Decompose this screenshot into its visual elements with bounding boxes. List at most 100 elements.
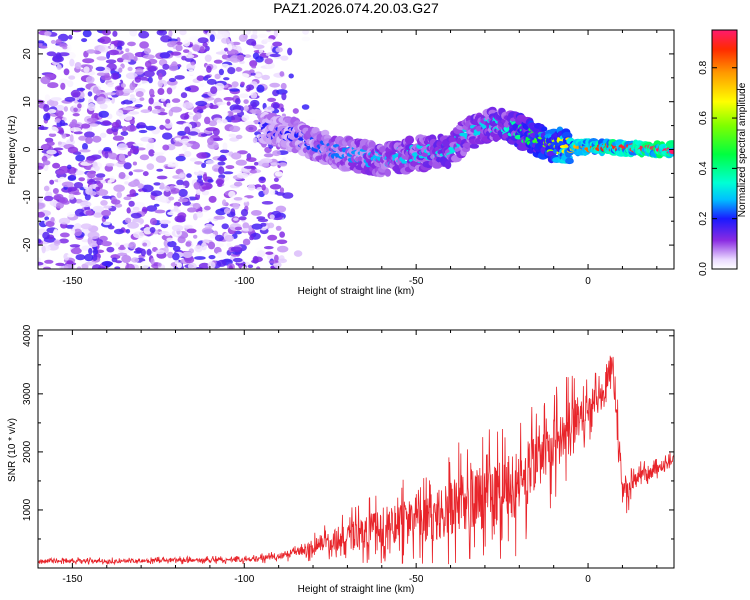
spectrogram-y-label: Frequency (Hz)	[7, 116, 18, 185]
noise-cell	[38, 211, 45, 218]
colorbar-tick-label: 0.2	[698, 211, 709, 225]
noise-cell	[120, 131, 129, 137]
noise-cell	[162, 132, 173, 140]
noise-cell	[217, 259, 227, 267]
y-tick-label: -20	[22, 237, 33, 252]
noise-cell	[69, 244, 81, 248]
noise-cell	[93, 177, 104, 181]
noise-cell	[123, 114, 133, 121]
noise-cell	[253, 256, 263, 263]
noise-cell	[168, 196, 175, 201]
noise-cell	[85, 137, 93, 144]
noise-cell	[76, 266, 82, 269]
noise-cell	[132, 161, 137, 166]
noise-cell	[122, 125, 128, 132]
noise-cell	[79, 149, 91, 153]
noise-cell	[167, 240, 177, 248]
noise-cell	[272, 103, 279, 109]
snr-frame	[37, 329, 675, 569]
noise-cell	[118, 172, 126, 179]
noise-cell	[201, 227, 213, 235]
noise-cell	[135, 68, 144, 75]
noise-cell	[195, 100, 208, 107]
noise-cell	[111, 80, 121, 84]
noise-cell	[281, 92, 287, 101]
noise-cell	[153, 152, 164, 156]
noise-cell	[122, 99, 134, 105]
noise-cell	[129, 82, 136, 91]
noise-cell	[104, 151, 109, 159]
noise-cell	[87, 91, 93, 97]
noise-cell	[87, 170, 96, 179]
noise-cell	[206, 78, 217, 85]
noise-cell	[187, 262, 197, 269]
noise-cell	[139, 41, 150, 49]
noise-cell	[115, 90, 124, 96]
snr-y-axis: 1000 2000 3000 4000	[22, 324, 674, 540]
noise-cell	[147, 76, 153, 84]
noise-cell	[199, 46, 205, 53]
noise-cell	[235, 67, 243, 72]
noise-cell	[61, 133, 67, 139]
noise-cell	[125, 72, 138, 80]
noise-cell	[60, 232, 70, 238]
noise-cell	[217, 254, 227, 259]
noise-cell	[40, 45, 48, 49]
noise-cell	[50, 97, 62, 102]
noise-cell	[235, 159, 247, 166]
noise-cell	[121, 255, 132, 263]
ridge-halo-cell	[368, 141, 376, 149]
noise-cell	[221, 54, 229, 60]
noise-cell	[207, 261, 216, 269]
noise-cell	[132, 98, 142, 104]
colorbar-frame	[711, 29, 738, 270]
noise-cell	[195, 188, 201, 196]
noise-cell	[133, 55, 138, 62]
noise-cell	[155, 155, 167, 163]
noise-cell	[43, 185, 50, 192]
noise-cell	[251, 101, 257, 110]
noise-cell	[201, 94, 210, 98]
noise-cell	[94, 165, 100, 172]
noise-cell	[222, 119, 228, 124]
noise-cell	[93, 212, 103, 218]
noise-cell	[224, 47, 229, 52]
noise-cell	[115, 260, 122, 264]
ridge-halo-cell	[565, 157, 574, 164]
noise-cell	[82, 30, 92, 38]
noise-cell	[68, 193, 75, 200]
noise-cell	[193, 164, 200, 173]
noise-cell	[232, 203, 240, 210]
noise-cell	[149, 217, 158, 226]
noise-cell	[229, 88, 240, 92]
noise-cell	[293, 250, 303, 257]
x-tick-label: -50	[409, 574, 424, 585]
noise-cell	[201, 162, 207, 168]
noise-cell	[234, 226, 243, 231]
noise-cell	[252, 44, 265, 50]
noise-cell	[217, 156, 228, 162]
noise-cell	[76, 87, 86, 91]
noise-cell	[222, 142, 228, 150]
noise-cell	[194, 161, 203, 165]
noise-cell	[134, 104, 143, 108]
noise-cell	[184, 57, 195, 62]
noise-cell	[130, 212, 142, 219]
noise-cell	[193, 182, 201, 190]
noise-cell	[56, 202, 64, 209]
noise-cell	[151, 109, 161, 114]
colorbar-gradient	[712, 30, 737, 269]
noise-cell	[123, 196, 132, 201]
noise-cell	[121, 249, 132, 253]
noise-cell	[150, 258, 155, 265]
noise-cell	[55, 262, 65, 266]
noise-cell	[67, 212, 75, 218]
noise-cell	[208, 120, 218, 127]
noise-cell	[43, 266, 51, 269]
noise-cell	[180, 92, 188, 99]
noise-cell	[67, 164, 72, 170]
noise-cell	[64, 263, 75, 269]
noise-cell	[45, 220, 55, 227]
snr-y-tick-label: 3000	[22, 382, 33, 405]
